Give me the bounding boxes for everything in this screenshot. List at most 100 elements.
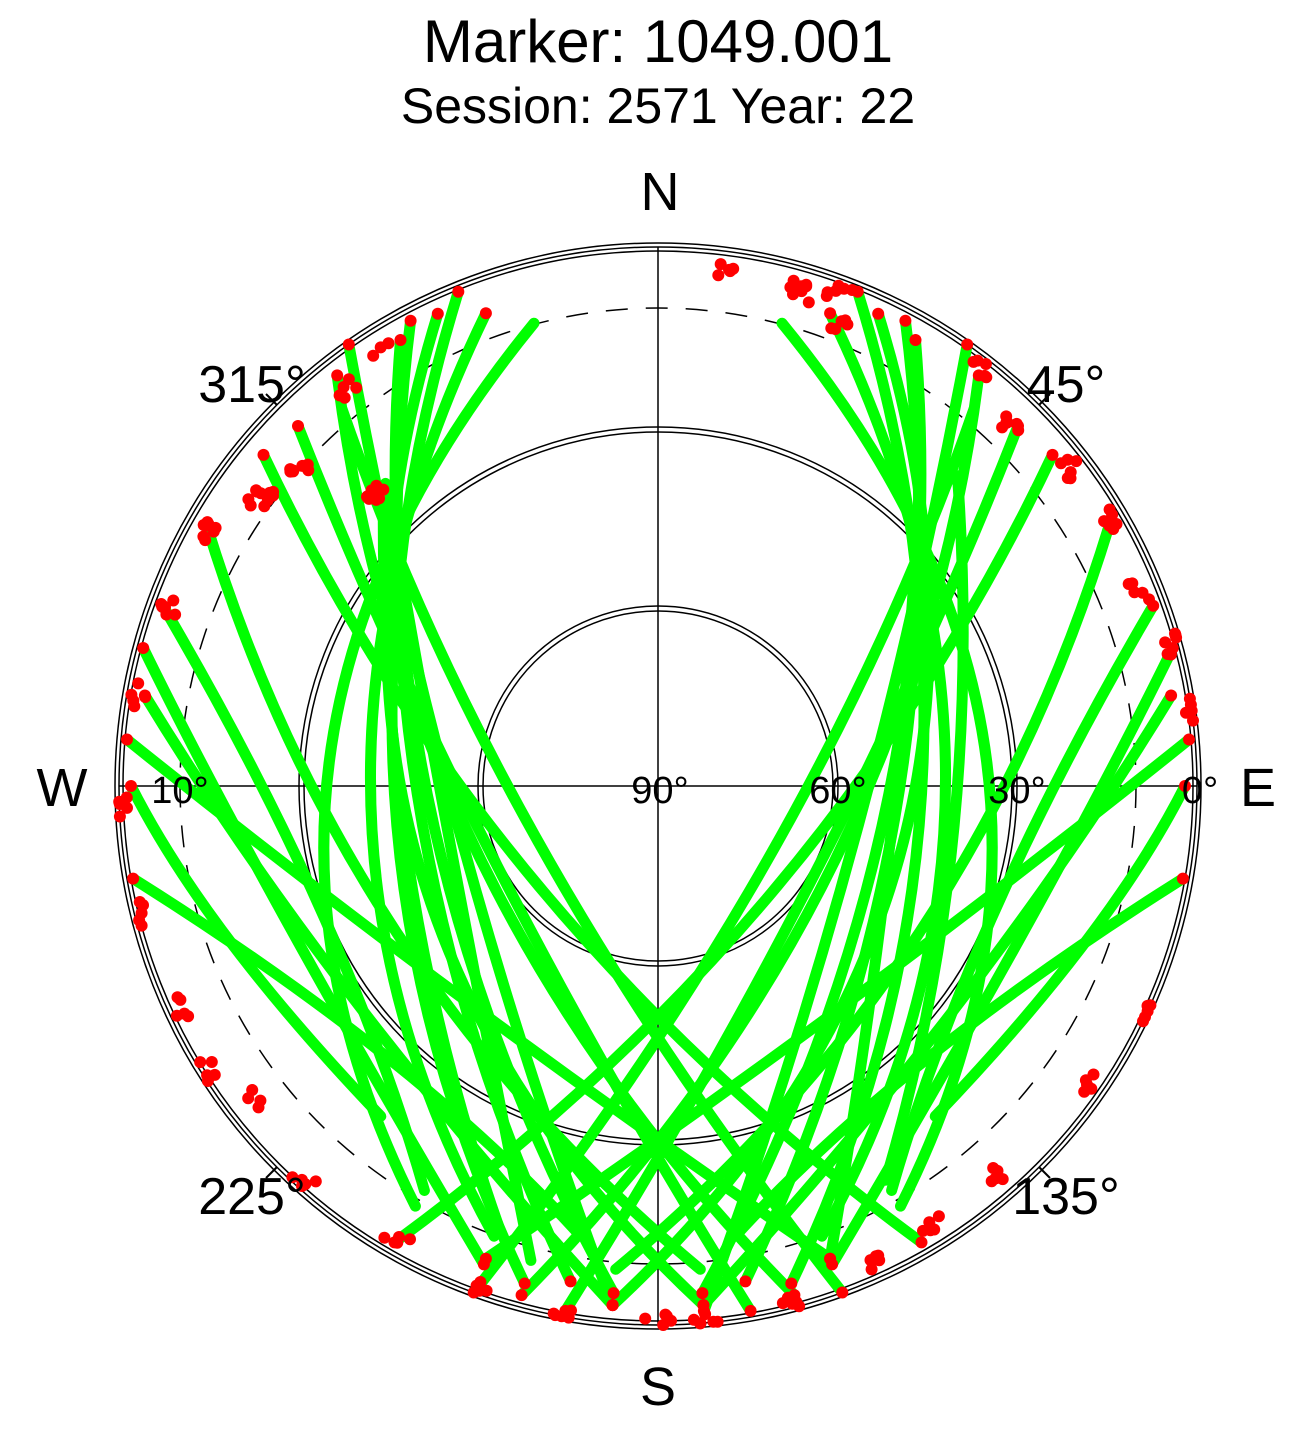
elevation-label-10: 10° (151, 770, 208, 812)
rejected-point (607, 1287, 620, 1300)
rejected-point (836, 1286, 849, 1299)
satellite-track (139, 690, 619, 1311)
elevation-label-30: 30° (988, 770, 1045, 812)
rejected-point (174, 993, 187, 1006)
rejected-point (744, 1304, 757, 1317)
rejected-point (967, 355, 980, 368)
rejected-point (333, 389, 346, 402)
rejected-point (299, 1178, 312, 1191)
rejected-point (978, 369, 991, 382)
rejected-point (391, 1236, 404, 1249)
rejected-point (515, 1289, 528, 1302)
east-label: E (1240, 758, 1276, 818)
rejected-point (342, 373, 355, 386)
west-label: W (37, 758, 88, 818)
rejected-point (1143, 593, 1155, 606)
rejected-point (404, 314, 417, 327)
rejected-point (1078, 1085, 1091, 1098)
rejected-observations (113, 258, 1199, 1331)
rejected-point (1010, 417, 1023, 430)
rejected-point (246, 1084, 259, 1096)
tick-315 (265, 393, 278, 406)
rejected-point (132, 677, 145, 690)
satellite-track (137, 642, 490, 1270)
rejected-point (342, 338, 355, 351)
rejected-point (244, 499, 257, 512)
rejected-point (694, 1317, 706, 1330)
satellite-track (377, 496, 504, 1231)
rejected-point (477, 1258, 490, 1271)
rejected-point (639, 1312, 652, 1325)
azimuth-label-45: 45° (1027, 356, 1106, 414)
rejected-point (137, 899, 149, 912)
rejected-point (404, 1233, 416, 1246)
tick-45 (1038, 393, 1051, 406)
elevation-label-60: 60° (809, 770, 866, 812)
rejected-point (452, 285, 465, 298)
rejected-point (284, 463, 297, 476)
satellite-track (824, 468, 926, 1265)
rejected-point (1110, 518, 1123, 530)
rejected-point (113, 810, 126, 823)
rejected-point (331, 369, 344, 382)
rejected-point (1179, 780, 1191, 792)
rejected-point (872, 307, 885, 320)
rejected-point (697, 1299, 710, 1312)
satellite-track (127, 873, 585, 1240)
rejected-point (1165, 689, 1178, 702)
rejected-point (932, 1210, 945, 1223)
azimuth-label-315: 315° (198, 356, 306, 414)
rejected-point (824, 1252, 837, 1265)
north-label: N (641, 162, 680, 222)
rejected-point (479, 307, 492, 320)
rejected-point (824, 307, 837, 320)
rejected-point (915, 1236, 928, 1249)
rejected-point (784, 281, 797, 294)
horizon-ring-outer (114, 242, 1202, 1330)
rejected-point (367, 349, 380, 362)
elevation-label-0: 0° (1182, 770, 1218, 812)
rejected-point (431, 307, 444, 320)
rejected-point (547, 1307, 560, 1320)
rejected-point (518, 1277, 531, 1290)
tick-225 (265, 1166, 278, 1179)
rejected-point (373, 492, 386, 505)
rejected-point (394, 334, 407, 346)
rejected-point (821, 286, 834, 299)
rejected-point (201, 1069, 214, 1082)
rejected-point (201, 516, 214, 529)
rejected-point (121, 801, 133, 814)
rejected-point (1141, 1005, 1154, 1018)
rejected-point (135, 919, 148, 932)
rejected-point (363, 492, 376, 505)
rejected-point (205, 1056, 218, 1068)
rejected-point (1176, 872, 1189, 885)
rejected-point (727, 262, 740, 275)
rejected-point (197, 530, 210, 543)
satellite-track (318, 317, 540, 1212)
rejected-point (182, 1010, 195, 1023)
satellite-track (516, 369, 985, 1301)
satellite-track (292, 420, 757, 1317)
rejected-point (1183, 692, 1196, 705)
rejected-point (696, 1287, 709, 1300)
rejected-point (160, 608, 173, 621)
rejected-point (474, 1276, 487, 1288)
satellite-track (258, 449, 927, 1248)
south-label: S (640, 1357, 676, 1417)
rejected-point (562, 1311, 575, 1324)
rejected-point (795, 285, 808, 298)
rejected-point (1126, 577, 1139, 590)
rejected-point (1098, 515, 1111, 528)
rejected-point (1000, 410, 1013, 423)
rejected-point (139, 691, 152, 703)
rejected-point (473, 1284, 486, 1297)
rejected-point (707, 1315, 720, 1328)
satellite-track (201, 520, 706, 1275)
rejected-point (137, 642, 150, 654)
rejected-point (254, 1094, 267, 1107)
rejected-point (1183, 733, 1195, 746)
satellite-track (331, 369, 800, 1301)
satellite-track (121, 734, 836, 1265)
